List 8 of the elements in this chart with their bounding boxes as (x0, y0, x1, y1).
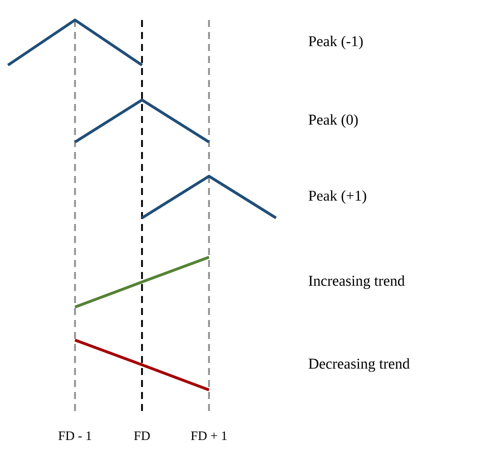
x-tick-label: FD + 1 (190, 431, 227, 440)
text: Peak (-1) (308, 36, 363, 50)
x-tick-label: FD (134, 432, 150, 440)
x-tick-label: FD - 1 (58, 431, 92, 440)
text: Decreasing trend (308, 358, 410, 372)
text: Peak (0) (308, 114, 358, 128)
text: Peak (+1) (308, 190, 366, 204)
text: Increasing trend (308, 275, 405, 289)
